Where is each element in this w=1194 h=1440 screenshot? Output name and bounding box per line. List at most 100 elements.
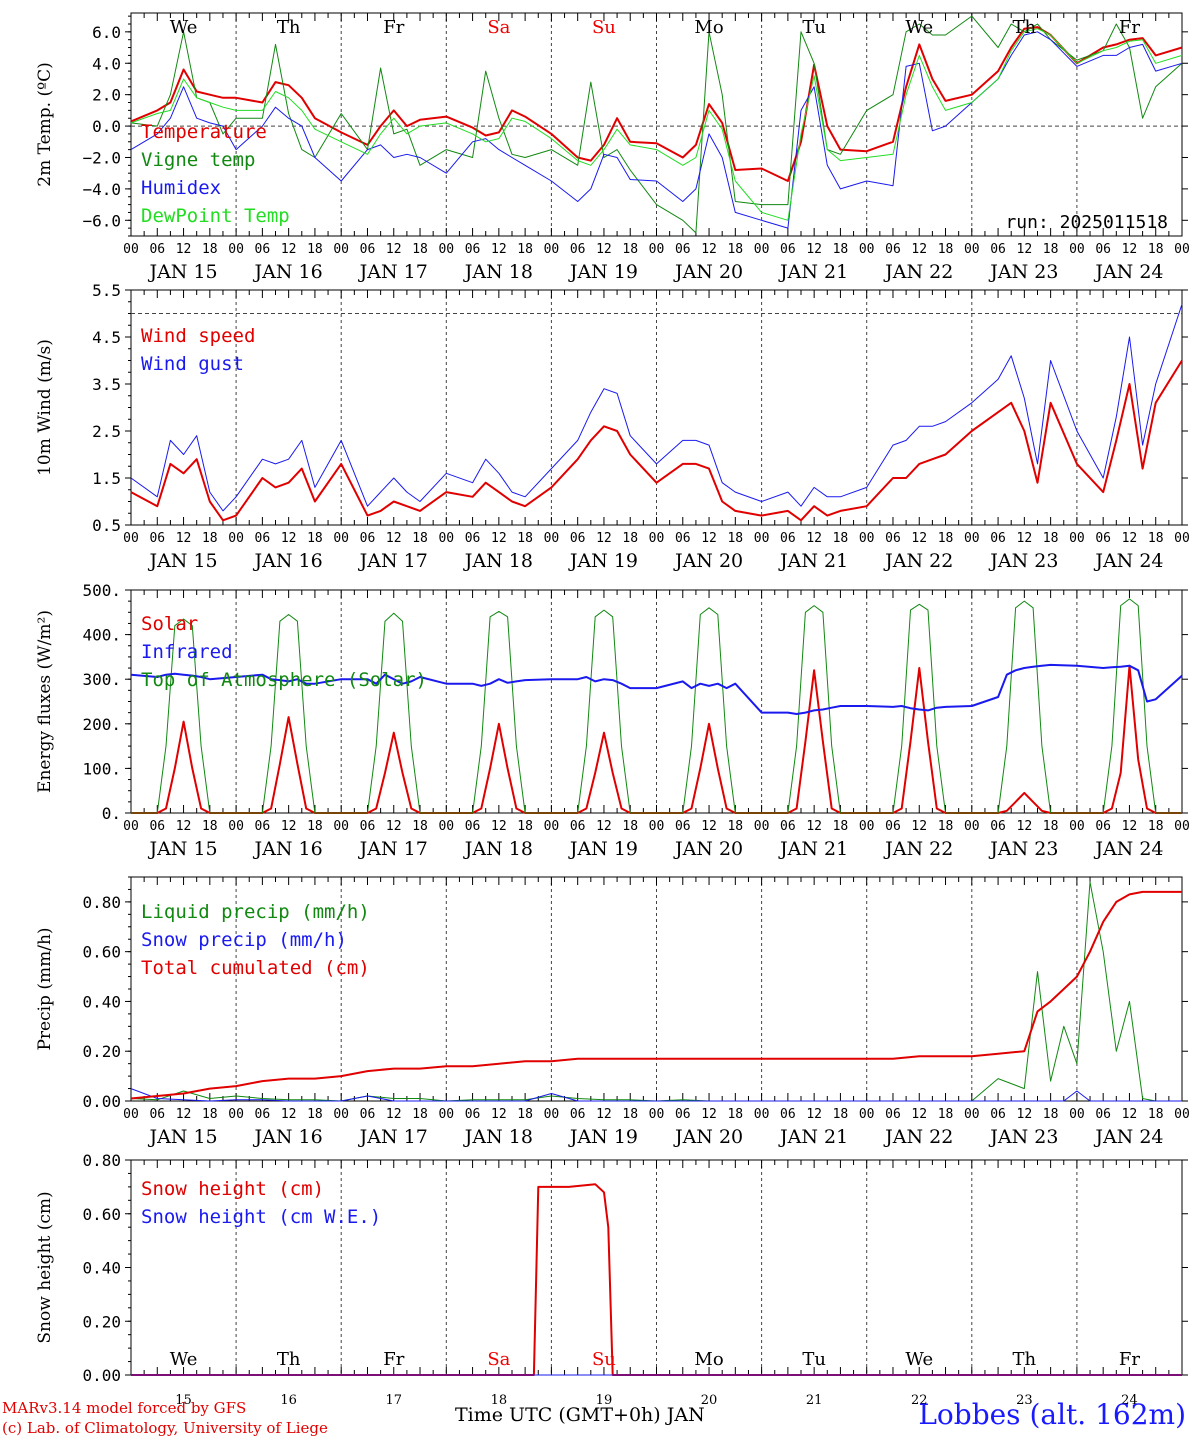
- temp-legend-entry: Humidex: [141, 177, 221, 199]
- temp-frame: [130, 12, 1183, 237]
- temp-hour-label: 06: [675, 242, 691, 257]
- temp-hour-label: 12: [911, 242, 927, 257]
- temp-hour-label: 06: [570, 242, 586, 257]
- station-name: Lobbes (alt. 162m): [918, 1398, 1186, 1431]
- energy-date-label: JAN 17: [358, 838, 428, 860]
- precip-y-axis-label: Precip (mm/h): [35, 927, 55, 1050]
- temp-weekday-label: We: [170, 17, 198, 38]
- energy-hour-label: 12: [806, 819, 822, 834]
- wind-y-tick-label: 4.5: [92, 328, 121, 347]
- wind-hour-label: 18: [1043, 531, 1059, 546]
- wind-hour-label: 00: [438, 531, 454, 546]
- precip-y-tick-label: 0.80: [82, 893, 121, 912]
- precip-date-label: JAN 23: [988, 1126, 1058, 1148]
- snow-y-axis-label: Snow height (cm): [35, 1191, 55, 1343]
- energy-date-label: JAN 23: [988, 838, 1058, 860]
- snow-weekday-label: Th: [1013, 1349, 1037, 1370]
- energy-hour-label: 18: [833, 819, 849, 834]
- energy-hour-label: 06: [780, 819, 796, 834]
- wind-hour-label: 12: [491, 531, 507, 546]
- temp-weekday-label: Fr: [1119, 17, 1140, 38]
- snow-weekday-label: Su: [592, 1349, 616, 1370]
- precip-hour-label: 00: [438, 1107, 454, 1122]
- wind-hour-label: 00: [859, 531, 875, 546]
- temp-weekday-label: Th: [1013, 17, 1037, 38]
- snow-series-snow-height-cm-: [131, 1183, 1182, 1376]
- energy-hour-label: 12: [386, 819, 402, 834]
- wind-y-axis-label: 10m Wind (m/s): [35, 339, 55, 476]
- temp-hour-label: 12: [806, 242, 822, 257]
- temp-date-label: JAN 18: [463, 261, 533, 283]
- energy-date-label: JAN 18: [463, 838, 533, 860]
- wind-hour-label: 12: [281, 531, 297, 546]
- energy-hour-label: 12: [701, 819, 717, 834]
- precip-legend-entry: Total cumulated (cm): [141, 957, 370, 979]
- precip-y-tick-label: 0.60: [82, 943, 121, 962]
- temp-hour-label: 18: [1148, 242, 1164, 257]
- wind-date-label: JAN 19: [568, 550, 638, 572]
- precip-hour-label: 18: [202, 1107, 218, 1122]
- energy-hour-label: 00: [859, 819, 875, 834]
- precip-date-label: JAN 15: [147, 1126, 217, 1148]
- temp-hour-label: 12: [1017, 242, 1033, 257]
- precip-hour-label: 12: [806, 1107, 822, 1122]
- snow-weekday-label: Mo: [694, 1349, 723, 1370]
- energy-date-label: JAN 24: [1093, 838, 1163, 860]
- energy-hour-label: 12: [281, 819, 297, 834]
- precip-hour-label: 18: [412, 1107, 428, 1122]
- wind-hour-label: 00: [544, 531, 560, 546]
- energy-hour-label: 18: [622, 819, 638, 834]
- energy-date-label: JAN 16: [253, 838, 323, 860]
- wind-date-label: JAN 21: [778, 550, 848, 572]
- temp-date-label: JAN 21: [778, 261, 848, 283]
- wind-hour-label: 12: [176, 531, 192, 546]
- precip-hour-label: 12: [911, 1107, 927, 1122]
- wind-hour-label: 00: [123, 531, 139, 546]
- x-axis-title: Time UTC (GMT+0h) JAN: [455, 1404, 705, 1426]
- wind-y-tick-label: 3.5: [92, 375, 121, 394]
- temp-legend-entry: DewPoint Temp: [141, 205, 290, 227]
- energy-date-label: JAN 19: [568, 838, 638, 860]
- energy-hour-label: 18: [1043, 819, 1059, 834]
- temp-hour-label: 12: [386, 242, 402, 257]
- wind-hour-label: 06: [1095, 531, 1111, 546]
- temp-legend-entry: Temperature: [141, 121, 267, 143]
- wind-hour-label: 00: [649, 531, 665, 546]
- wind-hour-label: 12: [596, 531, 612, 546]
- precip-y-tick-label: 0.40: [82, 992, 121, 1011]
- wind-hour-label: 06: [990, 531, 1006, 546]
- energy-hour-label: 00: [649, 819, 665, 834]
- temp-hour-label: 00: [333, 242, 349, 257]
- precip-hour-label: 00: [964, 1107, 980, 1122]
- temp-hour-label: 18: [307, 242, 323, 257]
- energy-hour-label: 00: [754, 819, 770, 834]
- temp-hour-label: 18: [1043, 242, 1059, 257]
- energy-y-tick-label: 200.: [82, 715, 121, 734]
- snow-weekday-label: Tu: [802, 1349, 826, 1370]
- temp-hour-label: 06: [885, 242, 901, 257]
- temp-hour-label: 06: [149, 242, 165, 257]
- snow-date-label: 19: [596, 1393, 613, 1408]
- temp-weekday-label: We: [905, 17, 933, 38]
- energy-hour-label: 06: [360, 819, 376, 834]
- temp-hour-label: 18: [938, 242, 954, 257]
- precip-hour-label: 18: [938, 1107, 954, 1122]
- energy-date-label: JAN 20: [673, 838, 743, 860]
- energy-hour-label: 06: [885, 819, 901, 834]
- precip-date-label: JAN 20: [673, 1126, 743, 1148]
- energy-hour-label: 00: [333, 819, 349, 834]
- energy-hour-label: 18: [307, 819, 323, 834]
- precip-date-label: JAN 19: [568, 1126, 638, 1148]
- precip-hour-label: 00: [333, 1107, 349, 1122]
- temp-weekday-label: Sa: [487, 17, 510, 38]
- snow-weekday-label: Th: [277, 1349, 301, 1370]
- energy-legend-entry: Top of Atmosphere (Solar): [141, 669, 427, 691]
- wind-hour-label: 18: [833, 531, 849, 546]
- precip-hour-label: 06: [1095, 1107, 1111, 1122]
- temp-hour-label: 06: [780, 242, 796, 257]
- wind-y-tick-label: 1.5: [92, 469, 121, 488]
- snow-weekday-label: Fr: [383, 1349, 404, 1370]
- energy-hour-label: 00: [964, 819, 980, 834]
- precip-hour-label: 06: [255, 1107, 271, 1122]
